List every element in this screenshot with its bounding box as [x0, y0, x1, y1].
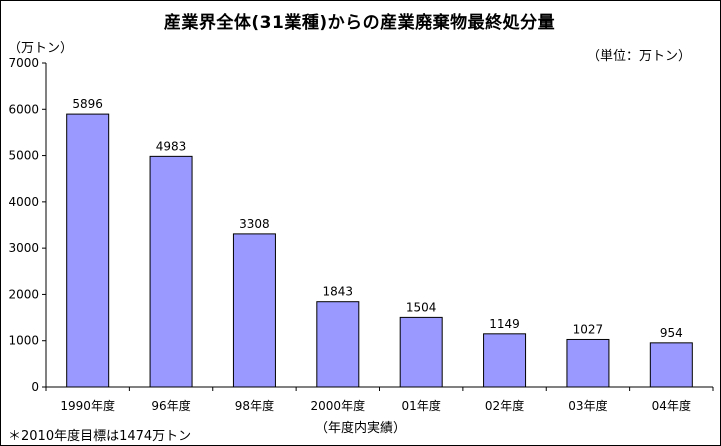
y-tick-label: 1000 [8, 334, 39, 348]
bar [66, 113, 110, 388]
chart-title: 産業界全体(31業種)からの産業廃棄物最終処分量 [163, 13, 556, 33]
x-tick-label: 02年度 [485, 398, 524, 413]
y-tick-label: 0 [31, 380, 39, 394]
bar-value-label: 1027 [573, 322, 604, 336]
x-axis-title: （年度内実績） [314, 421, 406, 436]
x-tick-label: 98年度 [235, 398, 274, 413]
footnote: ＊2010年度目標は1474万トン [8, 429, 192, 444]
y-tick-label: 3000 [8, 241, 39, 255]
x-tick-label: 03年度 [568, 398, 607, 413]
unit-note: （単位：万トン） [586, 49, 691, 64]
bar [649, 342, 693, 388]
bar-value-label: 1504 [406, 300, 437, 314]
y-tick-label: 7000 [8, 56, 39, 70]
x-tick-label: 2000年度 [311, 398, 366, 413]
bar [566, 338, 610, 388]
bar-value-label: 954 [660, 326, 683, 340]
bar [316, 301, 360, 388]
x-tick-label: 1990年度 [60, 398, 115, 413]
bar [399, 316, 443, 388]
bar-value-label: 3308 [239, 217, 270, 231]
bar [149, 155, 193, 388]
bar-value-label: 1149 [489, 317, 520, 331]
bar-value-label: 1843 [323, 285, 354, 299]
bar-value-label: 5896 [72, 97, 103, 111]
y-tick-label: 6000 [8, 102, 39, 116]
x-tick-label: 01年度 [402, 398, 441, 413]
bar [232, 233, 276, 388]
y-tick-label: 4000 [8, 195, 39, 209]
x-tick-label: 04年度 [652, 398, 691, 413]
y-tick-label: 2000 [8, 287, 39, 301]
bar [483, 333, 527, 388]
y-axis-unit-label: （万トン） [8, 41, 74, 56]
x-tick-label: 96年度 [151, 398, 190, 413]
bar-value-label: 4983 [156, 139, 187, 153]
y-tick-label: 5000 [8, 149, 39, 163]
